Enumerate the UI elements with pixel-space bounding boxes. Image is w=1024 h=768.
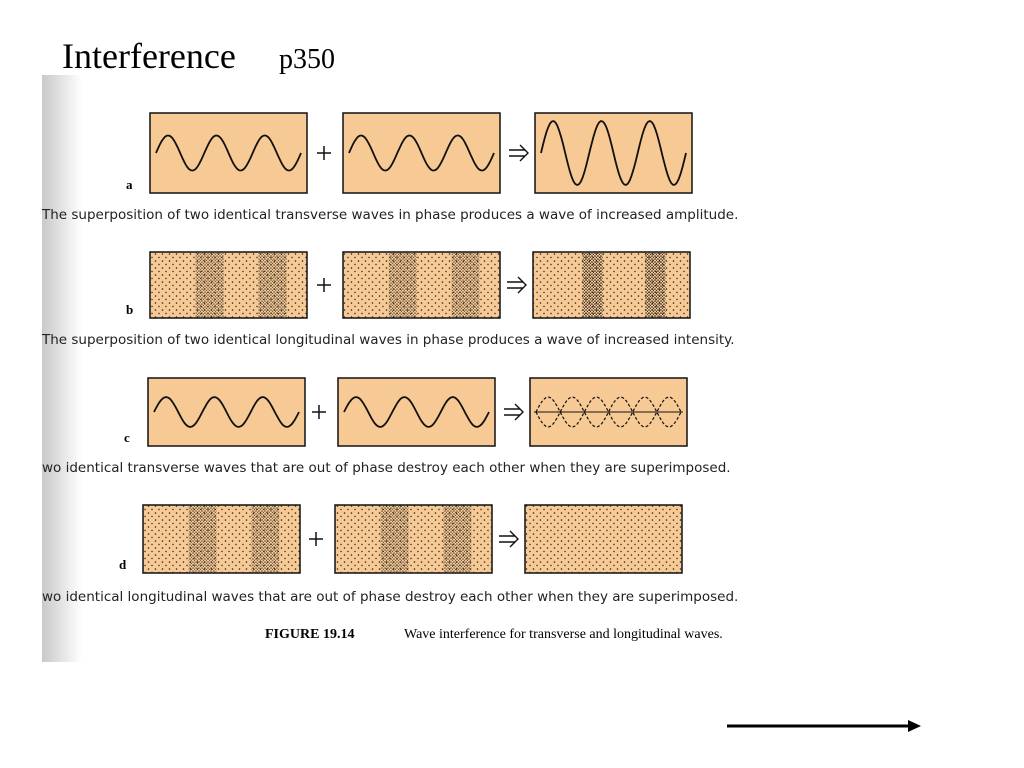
wave — [540, 119, 687, 187]
stipple — [533, 252, 690, 318]
compression — [443, 506, 472, 572]
implies-arrow — [499, 530, 519, 548]
compression — [380, 506, 409, 572]
panel-caption: wo identical longitudinal waves that are… — [42, 589, 738, 605]
wave — [343, 396, 490, 428]
panel-caption: wo identical transverse waves that are o… — [42, 460, 731, 476]
implies-arrow — [509, 144, 529, 162]
wave — [348, 134, 495, 172]
compression — [388, 253, 417, 317]
panel-caption: The superposition of two identical longi… — [41, 332, 735, 348]
compression — [251, 506, 280, 572]
compression — [451, 253, 480, 317]
panel-label: c — [124, 430, 130, 445]
slide-title: Interference — [62, 36, 236, 76]
compression — [188, 506, 217, 572]
compression — [645, 253, 666, 317]
next-arrow-head[interactable] — [908, 720, 921, 732]
compression — [195, 253, 224, 317]
panel-label: d — [119, 557, 127, 572]
scan-edge — [42, 75, 82, 662]
panel-label: a — [126, 177, 133, 192]
implies-arrow — [507, 276, 527, 294]
panel-label: b — [126, 302, 133, 317]
compression — [582, 253, 603, 317]
page-ref: p350 — [279, 44, 335, 75]
figure-caption: Wave interference for transverse and lon… — [404, 627, 723, 642]
wave — [153, 396, 300, 428]
compression — [258, 253, 287, 317]
figure-number: FIGURE 19.14 — [265, 627, 354, 642]
wave — [155, 134, 302, 172]
stipple — [525, 505, 682, 573]
panel-caption: The superposition of two identical trans… — [41, 207, 738, 223]
implies-arrow — [504, 403, 524, 421]
